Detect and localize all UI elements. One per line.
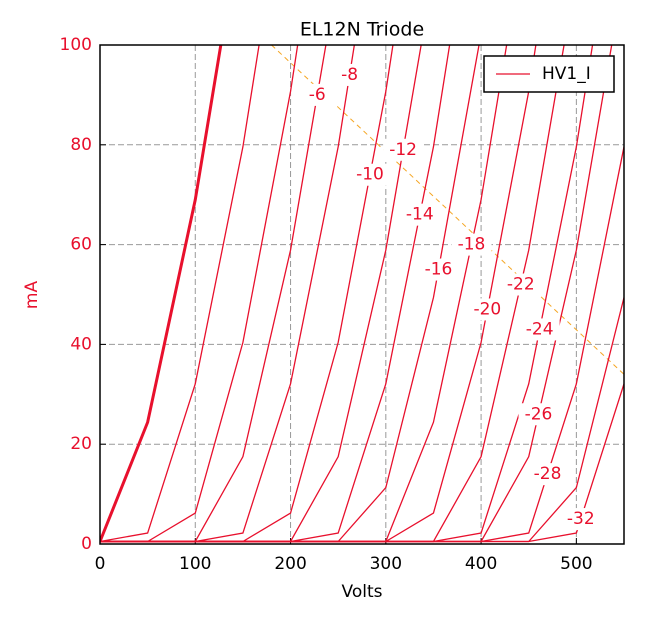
curve-label-bg (350, 163, 391, 186)
curve-label: -16 (425, 260, 453, 280)
x-tick-label: 200 (274, 554, 306, 574)
curve-label-bg (383, 138, 424, 161)
curve (100, 45, 508, 543)
x-tick-label: 0 (95, 554, 106, 574)
curve-label: -6 (309, 85, 326, 105)
x-tick-label: 400 (465, 554, 497, 574)
curve-label-bg (451, 233, 492, 256)
plot-frame (99, 44, 625, 545)
x-tick-label: 500 (560, 554, 592, 574)
legend-label: HV1_I (542, 64, 591, 84)
curve (100, 383, 624, 543)
curve-label-bg (518, 403, 559, 426)
curve-label-bg (329, 63, 370, 86)
curve-label-bg (297, 83, 338, 106)
curve-label-bg (399, 203, 440, 226)
curve-label: -14 (406, 205, 434, 225)
curve-label: -26 (525, 404, 553, 424)
curve (100, 45, 223, 543)
x-tick-label: 100 (179, 554, 211, 574)
curve-label: -24 (526, 319, 554, 339)
legend: HV1_I (483, 55, 615, 93)
curve-label: -18 (458, 235, 486, 255)
curve-label-bg (519, 318, 560, 341)
curve-label: -8 (341, 65, 358, 85)
curve (100, 45, 299, 543)
curve-label: -32 (567, 509, 595, 529)
x-axis-label: Volts (342, 582, 383, 602)
curve-label-bg (527, 463, 568, 486)
curve-label: -22 (507, 275, 535, 295)
curve-label-bg (418, 258, 459, 281)
y-axis-label: mA (22, 281, 42, 310)
curve-label: -20 (473, 299, 501, 319)
curve-label-bg (560, 508, 601, 531)
curve (100, 45, 260, 543)
y-tick-label: 0 (81, 534, 92, 554)
curve-labels: -6 -8 -10-12 -14 -16-18 -20 -22 -24 -26 -28 -32 (297, 63, 601, 531)
y-tick-label: 60 (70, 235, 92, 255)
curve-label: -12 (389, 140, 417, 160)
curve-label-bg (467, 298, 508, 321)
y-tick-label: 20 (70, 434, 92, 454)
curve-label-bg (500, 273, 541, 296)
y-tick-label: 40 (70, 334, 92, 354)
x-tick-label: 300 (370, 554, 402, 574)
y-tick-label: 100 (60, 35, 92, 55)
curve-label: -10 (356, 165, 384, 185)
curve-label: -28 (534, 464, 562, 484)
y-tick-label: 80 (70, 135, 92, 155)
curve (100, 45, 327, 543)
chart-title: EL12N Triode (300, 19, 424, 41)
